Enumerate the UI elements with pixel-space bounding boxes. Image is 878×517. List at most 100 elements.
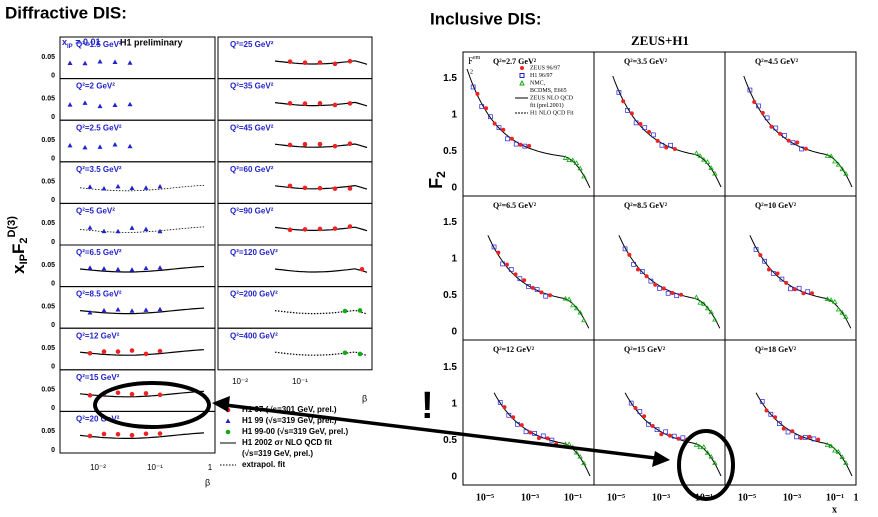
data-point bbox=[697, 299, 703, 305]
data-point bbox=[828, 153, 834, 159]
data-point bbox=[157, 228, 163, 234]
data-point bbox=[157, 392, 163, 398]
data-point bbox=[704, 159, 711, 164]
data-point bbox=[758, 253, 763, 258]
data-point bbox=[115, 266, 121, 272]
panel-label: Q²=120 GeV² bbox=[230, 248, 278, 257]
x-label: β bbox=[205, 477, 210, 487]
data-point bbox=[534, 287, 540, 292]
legend-label: H1 2002 σr NLO QCD fit bbox=[242, 438, 332, 447]
legend-label: ZEUS NLO QCD bbox=[530, 95, 574, 101]
data-point bbox=[835, 161, 842, 167]
data-point bbox=[756, 103, 761, 109]
y-tick-label: 0.05 bbox=[41, 345, 55, 352]
data-point bbox=[101, 266, 107, 271]
panel-label: Q²=2.7 GeV² bbox=[493, 57, 537, 66]
data-point bbox=[664, 145, 669, 150]
data-point bbox=[82, 100, 88, 105]
data-point bbox=[811, 436, 817, 442]
x-tick-label: 10⁻⁵ bbox=[476, 492, 494, 503]
data-point bbox=[317, 185, 323, 191]
legend-label: BCDMS, E665 bbox=[530, 88, 567, 94]
data-point bbox=[115, 349, 121, 354]
left-ylabel: xIPF2D(3) bbox=[6, 216, 30, 274]
data-point bbox=[839, 166, 845, 172]
data-point bbox=[157, 348, 163, 354]
curve bbox=[79, 226, 205, 233]
data-point bbox=[357, 351, 363, 357]
data-point bbox=[697, 444, 703, 450]
data-point bbox=[832, 447, 838, 453]
x-label: x bbox=[832, 504, 837, 515]
data-point bbox=[650, 132, 656, 138]
data-point bbox=[143, 351, 149, 357]
data-point bbox=[101, 349, 107, 354]
data-point bbox=[622, 246, 628, 252]
right-subtitle: ZEUS+H1 bbox=[631, 33, 689, 48]
data-point bbox=[475, 91, 480, 96]
panel-label: Q²=12 GeV² bbox=[76, 331, 120, 340]
data-point bbox=[357, 308, 363, 313]
data-point bbox=[317, 101, 323, 106]
x-tick-label: 10⁻³ bbox=[652, 492, 670, 503]
data-point bbox=[129, 391, 135, 397]
panel-frame bbox=[724, 195, 857, 341]
data-point bbox=[824, 442, 831, 447]
data-point bbox=[764, 115, 770, 121]
data-point bbox=[532, 431, 538, 436]
panel-label: Q²=18 GeV² bbox=[755, 345, 797, 354]
data-point bbox=[302, 227, 308, 232]
y-tick-label: 0.05 bbox=[41, 303, 55, 310]
y-tick-label: 0 bbox=[51, 72, 55, 79]
panel-label: Q²=3.5 GeV² bbox=[76, 165, 122, 174]
y-tick-label: 0 bbox=[451, 327, 457, 338]
inner-ylabel-sub: 2 bbox=[470, 69, 473, 75]
data-point bbox=[332, 143, 338, 149]
panel-label: Q²=90 GeV² bbox=[230, 207, 274, 216]
data-point bbox=[112, 59, 118, 64]
data-point bbox=[287, 101, 293, 106]
data-point bbox=[129, 348, 135, 353]
panel-label: Q²=10 GeV² bbox=[755, 201, 797, 210]
data-point bbox=[347, 186, 353, 191]
data-point bbox=[332, 102, 338, 108]
data-point bbox=[112, 102, 118, 107]
curve bbox=[274, 268, 368, 273]
y-tick-label: 0 bbox=[451, 472, 457, 483]
data-point bbox=[679, 292, 684, 297]
y-tick-label: 1.5 bbox=[443, 362, 457, 373]
panel-label: Q²=20 GeV² bbox=[76, 415, 120, 424]
data-point bbox=[543, 293, 549, 299]
data-point bbox=[508, 267, 514, 272]
panel-label: Q²=200 GeV² bbox=[230, 290, 278, 299]
data-point bbox=[317, 60, 323, 65]
y-tick-label: 0 bbox=[51, 114, 55, 121]
data-point bbox=[302, 185, 308, 191]
panel-label: Q²=12 GeV² bbox=[493, 345, 535, 354]
data-point bbox=[788, 286, 793, 292]
data-point bbox=[627, 252, 632, 257]
curve bbox=[624, 392, 722, 477]
data-point bbox=[143, 265, 149, 271]
data-point bbox=[781, 133, 787, 138]
data-point bbox=[530, 285, 535, 290]
data-point bbox=[650, 424, 655, 429]
legend-marker bbox=[519, 79, 525, 86]
panel-label: Q²=5 GeV² bbox=[76, 207, 115, 216]
data-point bbox=[112, 142, 118, 147]
right-ylabel: F2 bbox=[426, 171, 448, 189]
data-point bbox=[816, 437, 821, 442]
data-point bbox=[701, 156, 707, 162]
y-tick-label: 0 bbox=[51, 447, 55, 454]
data-point bbox=[785, 429, 791, 435]
data-point bbox=[127, 143, 133, 149]
data-point bbox=[562, 295, 569, 301]
data-point bbox=[497, 400, 503, 405]
arrow bbox=[224, 403, 656, 460]
data-point bbox=[712, 316, 718, 322]
arrow-head bbox=[212, 396, 230, 412]
data-point bbox=[708, 309, 714, 315]
data-point bbox=[665, 290, 671, 296]
data-point bbox=[704, 305, 711, 311]
